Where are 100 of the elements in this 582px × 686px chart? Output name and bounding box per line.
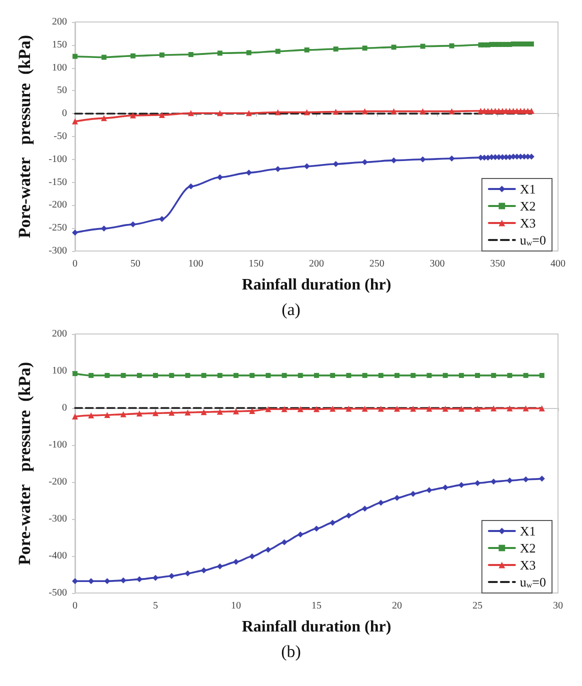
point xyxy=(314,526,320,532)
point xyxy=(130,112,136,118)
point xyxy=(522,405,529,412)
point xyxy=(390,108,397,114)
point xyxy=(491,372,496,378)
point xyxy=(233,408,239,414)
y-tick-label: 200 xyxy=(52,16,67,28)
y-tick-label: -500 xyxy=(48,588,67,598)
x-tick-label: 0 xyxy=(72,600,78,612)
point xyxy=(330,372,336,378)
point xyxy=(249,408,256,414)
point xyxy=(265,406,272,412)
point xyxy=(474,480,480,486)
point xyxy=(410,372,416,378)
point xyxy=(246,50,252,56)
point xyxy=(184,409,191,416)
point xyxy=(346,406,352,412)
point xyxy=(217,50,222,56)
point xyxy=(475,372,480,378)
point xyxy=(88,372,94,378)
point xyxy=(216,110,223,116)
x-tick-label: 5 xyxy=(153,600,158,612)
text: (b) xyxy=(280,642,302,662)
point xyxy=(72,118,78,124)
point xyxy=(538,405,545,412)
point xyxy=(314,372,319,378)
point xyxy=(100,115,107,122)
point xyxy=(314,406,320,412)
legend-label: X1 xyxy=(520,524,536,538)
point xyxy=(426,487,432,494)
y-tick-label: -50 xyxy=(54,131,67,142)
point xyxy=(410,406,416,412)
point xyxy=(200,409,207,416)
point xyxy=(410,490,416,497)
point xyxy=(136,372,142,378)
point xyxy=(274,109,281,116)
y-tick-label: -250 xyxy=(48,222,67,234)
point xyxy=(378,372,384,378)
point xyxy=(250,372,255,378)
point xyxy=(507,372,512,378)
point xyxy=(72,230,78,236)
y-axis-title: Pore-water pressure (kPa) xyxy=(15,34,34,238)
point xyxy=(101,54,106,60)
x-tick-label: 25 xyxy=(472,600,482,612)
point xyxy=(442,484,448,491)
point xyxy=(120,411,126,418)
point xyxy=(528,41,534,46)
point xyxy=(201,372,206,378)
x-tick-label: 0 xyxy=(72,258,78,270)
point xyxy=(72,54,78,59)
point xyxy=(394,406,400,412)
point xyxy=(158,112,165,118)
point xyxy=(234,372,238,378)
y-tick-label: -100 xyxy=(48,440,67,450)
point xyxy=(168,410,175,416)
x-tick-label: 300 xyxy=(430,258,445,270)
y-tick-label: 200 xyxy=(52,328,67,340)
point xyxy=(378,500,384,506)
point xyxy=(449,43,454,48)
y-tick-label: -100 xyxy=(48,154,67,165)
point xyxy=(333,46,338,52)
point xyxy=(362,108,368,114)
point xyxy=(490,405,497,412)
point xyxy=(88,412,94,418)
point xyxy=(153,372,158,378)
point xyxy=(72,371,78,376)
point xyxy=(506,478,513,484)
point xyxy=(249,553,256,560)
point xyxy=(426,406,432,412)
point xyxy=(136,410,142,417)
point xyxy=(104,372,110,378)
point xyxy=(332,108,339,115)
point xyxy=(394,494,400,501)
legend-label: uw=0 xyxy=(520,574,546,590)
point xyxy=(275,48,280,54)
x-axis-title: Rainfall duration (hr) xyxy=(242,276,392,294)
point xyxy=(330,406,336,412)
point xyxy=(281,539,288,546)
point xyxy=(442,406,448,412)
y-axis-title: Pore-water pressure (kPa) xyxy=(15,362,34,566)
x-tick-label: 250 xyxy=(369,258,384,270)
y-tick-label: 0 xyxy=(62,402,67,414)
point xyxy=(152,410,158,416)
point xyxy=(420,108,426,114)
point xyxy=(391,44,396,50)
point xyxy=(448,108,455,114)
point xyxy=(265,546,272,553)
point xyxy=(233,558,239,565)
point xyxy=(104,412,110,418)
y-tick-label: -300 xyxy=(48,246,67,256)
y-tick-label: -200 xyxy=(48,476,67,488)
point xyxy=(458,406,464,412)
x-tick-label: 20 xyxy=(392,600,402,612)
point xyxy=(304,109,310,116)
point xyxy=(539,372,544,378)
point xyxy=(378,406,384,412)
y-tick-label: -200 xyxy=(48,200,67,211)
y-tick-label: 100 xyxy=(52,366,67,376)
point xyxy=(169,372,174,378)
point xyxy=(506,405,513,412)
